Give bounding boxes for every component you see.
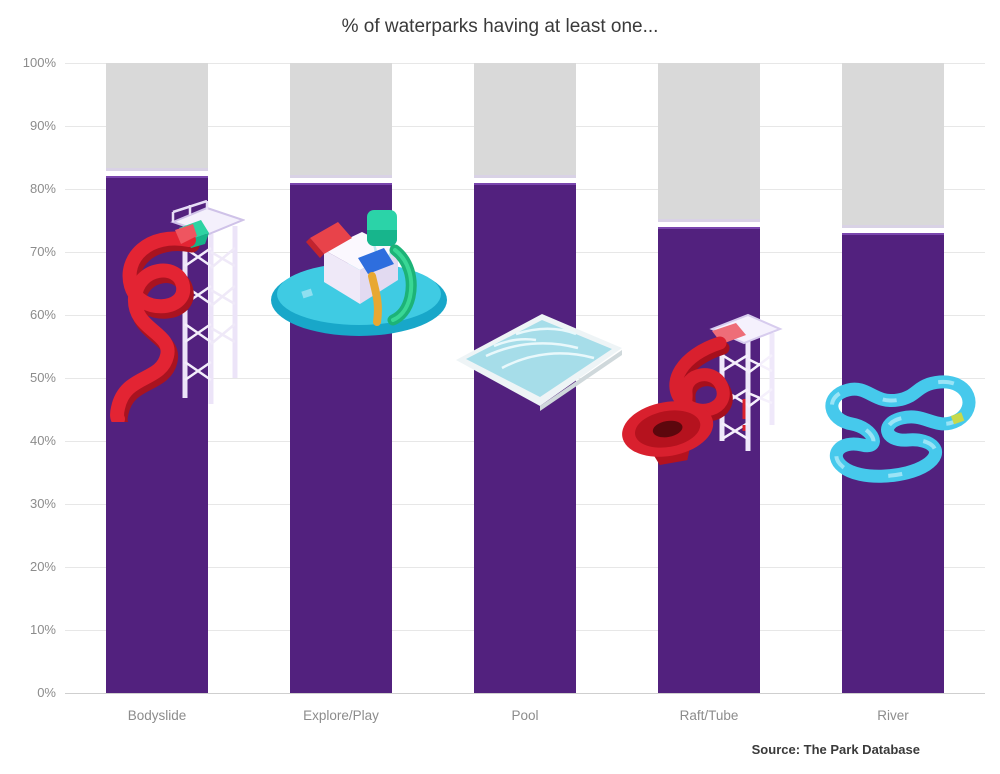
bar-value-2 — [474, 182, 576, 693]
x-axis-category-label: Explore/Play — [303, 708, 379, 723]
y-axis-tick-label: 30% — [29, 496, 56, 511]
bar-value-1 — [290, 182, 392, 693]
y-axis-tick-label: 50% — [29, 370, 56, 385]
bar-value-4 — [842, 233, 944, 693]
y-axis-tick-label: 20% — [29, 559, 56, 574]
x-axis-category-label: River — [877, 708, 909, 723]
chart-title: % of waterparks having at least one... — [341, 16, 659, 37]
bar-remainder-1 — [290, 63, 392, 178]
x-axis-category-label: Bodyslide — [127, 708, 187, 723]
bar-value-3 — [658, 226, 760, 693]
bar-remainder-2 — [474, 63, 576, 178]
y-axis-tick-label: 90% — [29, 118, 56, 133]
x-axis-category-label: Raft/Tube — [679, 708, 739, 723]
y-axis-tick-label: 100% — [22, 55, 56, 70]
y-axis-tick-label: 10% — [29, 622, 56, 637]
bar-remainder-3 — [658, 63, 760, 222]
x-axis-category-label: Pool — [511, 708, 539, 723]
bar-remainder-4 — [842, 63, 944, 229]
y-axis-tick-label: 70% — [29, 244, 56, 259]
bar-value-0 — [106, 176, 208, 693]
y-axis-tick-label: 60% — [29, 307, 56, 322]
y-axis-tick-label: 0% — [37, 685, 56, 700]
bar-remainder-0 — [106, 63, 208, 172]
y-axis-tick-label: 80% — [29, 181, 56, 196]
y-axis-tick-label: 40% — [29, 433, 56, 448]
gridline — [65, 693, 985, 694]
source-note: Source: The Park Database — [751, 742, 920, 757]
